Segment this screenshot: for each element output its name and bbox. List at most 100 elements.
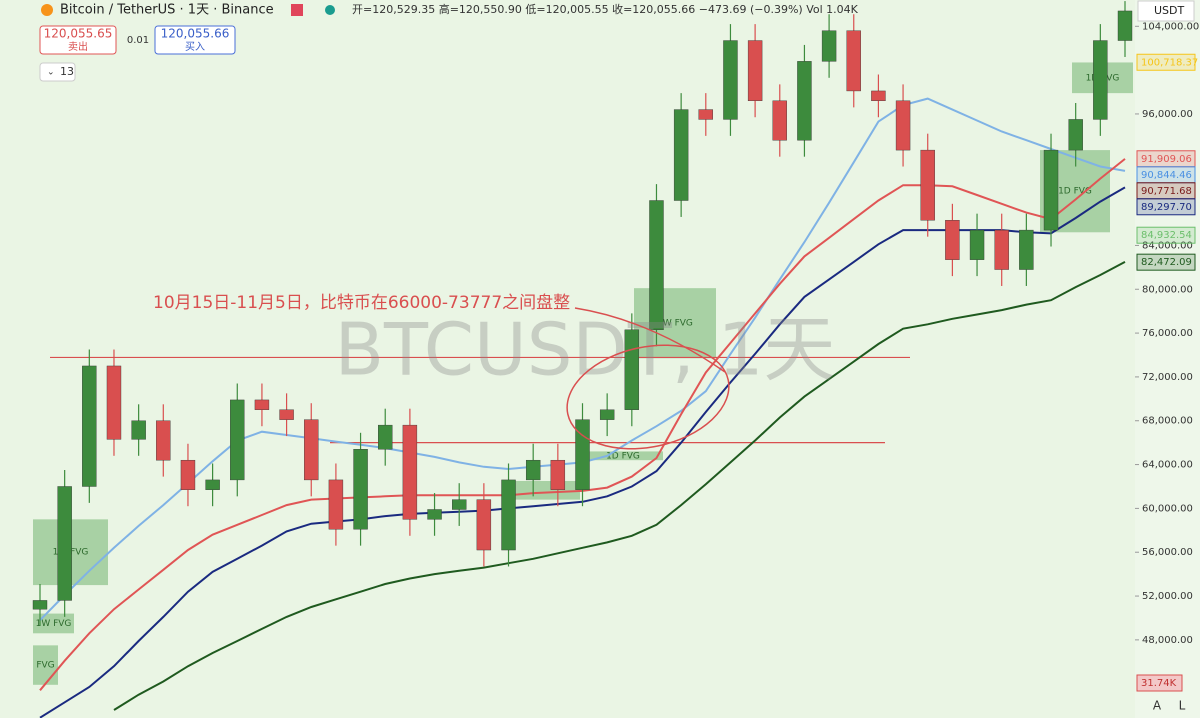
- price-tag-label: 89,297.70: [1141, 202, 1192, 213]
- candle-body: [698, 109, 713, 120]
- symbol-icon: [41, 4, 53, 16]
- candle-body: [230, 399, 245, 481]
- dropdown-caret: ⌄: [47, 68, 55, 78]
- fvg-label: 1D FVG: [1058, 187, 1092, 197]
- symbol: Bitcoin / TetherUS · 1天 · Binance: [60, 3, 274, 18]
- price-tag-label: 91,909.06: [1141, 154, 1192, 165]
- fvg-label: FVG: [36, 661, 54, 671]
- candle-body: [1019, 229, 1034, 270]
- candle-body: [797, 61, 812, 141]
- interval-dropdown[interactable]: [39, 62, 76, 82]
- candle-body: [328, 479, 344, 530]
- candle-body: [205, 479, 220, 490]
- y-tick-label: 76,000.00: [1142, 328, 1193, 339]
- candle-body: [945, 220, 960, 260]
- fvg-label: 1W FVG: [36, 619, 72, 629]
- log-scale[interactable]: L: [1179, 699, 1186, 713]
- annotation-arrow: [574, 307, 726, 373]
- highlight-ellipse: [566, 344, 730, 450]
- y-tick-label: 52,000.00: [1142, 591, 1193, 602]
- spread: 0.01: [127, 35, 149, 46]
- volume-tag: [1136, 674, 1183, 692]
- volume-tag-label: 31.74K: [1141, 678, 1177, 689]
- candle-body: [673, 109, 689, 201]
- price-tag: [1136, 253, 1196, 271]
- fvg-zone: [583, 451, 663, 461]
- candle-body: [32, 600, 48, 610]
- candle-body: [525, 459, 541, 481]
- y-tick-label: 60,000.00: [1142, 503, 1193, 514]
- y-tick-label: 56,000.00: [1142, 547, 1193, 558]
- candle-body: [427, 509, 442, 520]
- candle-body: [821, 30, 837, 62]
- price-tag: [1136, 198, 1196, 216]
- buy-label: 买入: [185, 41, 205, 53]
- sell-button[interactable]: [39, 25, 117, 55]
- axis-background: [1135, 0, 1200, 718]
- candle-body: [82, 365, 97, 487]
- candle-body: [1093, 40, 1108, 120]
- y-tick-label: 64,000.00: [1142, 460, 1193, 471]
- candle-body: [106, 365, 122, 440]
- candle-body: [156, 420, 171, 461]
- candle-body: [304, 419, 319, 481]
- candle-body: [279, 409, 294, 420]
- price-tag: [1136, 226, 1196, 244]
- currency-button[interactable]: [1137, 0, 1195, 22]
- y-tick-label: 84,000.00: [1142, 240, 1193, 251]
- candle-body: [994, 229, 1009, 270]
- fvg-label: 1D FVG: [606, 451, 640, 461]
- price-axis: USDT 104,000.00 96,000.00 84,000.00 80,000.…: [1135, 0, 1200, 718]
- buy-price: 120,055.66: [161, 27, 230, 41]
- fvg-zone: [33, 645, 58, 685]
- candle-body: [501, 479, 516, 551]
- candle-body: [1117, 10, 1133, 41]
- candle-body: [599, 409, 615, 420]
- moving-average: [113, 261, 1126, 711]
- fvg-zone: [33, 613, 74, 634]
- candle-body: [895, 100, 911, 151]
- y-tick-label: 104,000.00: [1142, 21, 1199, 32]
- sell-label: 卖出: [68, 40, 88, 53]
- sell-price: 120,055.65: [44, 27, 113, 41]
- buy-button[interactable]: [154, 25, 236, 55]
- candle-body: [550, 459, 566, 490]
- flag-icon: [291, 4, 303, 16]
- candle-body: [180, 459, 196, 490]
- y-tick-label: 96,000.00: [1142, 109, 1193, 120]
- interval: 13: [60, 65, 74, 78]
- candle-body: [871, 90, 886, 102]
- candle-body: [57, 486, 72, 601]
- candle-body: [378, 424, 393, 450]
- candle-body: [1068, 119, 1083, 151]
- candle-body: [254, 399, 270, 410]
- header: Bitcoin / TetherUS · 1天 · Binance 开=120,…: [39, 2, 859, 82]
- annotation: 10月15日-11月5日，比特币在66000-73777之间盘整: [153, 293, 570, 313]
- candle-body: [452, 499, 467, 510]
- auto-scale[interactable]: A: [1153, 699, 1162, 713]
- y-tick-label: 48,000.00: [1142, 635, 1193, 646]
- candle-body: [969, 229, 985, 260]
- price-tag-label: 84,932.54: [1141, 230, 1192, 241]
- price-tag-label: 90,844.46: [1141, 170, 1192, 181]
- y-tick-label: 68,000.00: [1142, 416, 1193, 427]
- price-tag: [1136, 53, 1196, 71]
- status-dot: [325, 5, 335, 15]
- y-tick-label: 80,000.00: [1142, 284, 1193, 295]
- candle-body: [723, 40, 738, 120]
- price-tag-label: 100,718.37: [1141, 57, 1198, 68]
- candle-body: [131, 420, 146, 440]
- candle-body: [846, 30, 861, 92]
- watermark: BTCUSDT, 1天: [335, 308, 836, 392]
- ohlc: 开=120,529.35 高=120,550.90 低=120,005.55 收…: [352, 2, 859, 16]
- candle-body: [649, 200, 664, 331]
- candle-body: [476, 499, 492, 551]
- price-tag-label: 82,472.09: [1141, 257, 1192, 268]
- candle-body: [920, 149, 935, 221]
- fvg-zone: [515, 481, 580, 500]
- candle-body: [402, 424, 418, 520]
- currency: USDT: [1154, 4, 1185, 17]
